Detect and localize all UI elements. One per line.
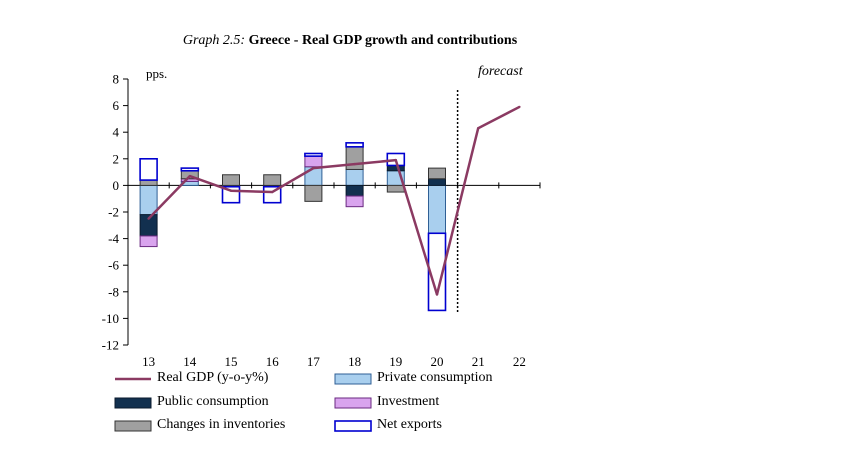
x-tick-label: 22: [513, 354, 526, 369]
bar-investment-18: [345, 195, 364, 208]
bars: [139, 142, 447, 312]
y-tick-label: -8: [108, 284, 119, 299]
bar-changes-in-inventories-18: [345, 146, 364, 170]
chart-title-prefix: Graph 2.5:: [182, 33, 246, 48]
x-tick-label: 13: [142, 354, 155, 369]
y-tick-label: 6: [113, 98, 120, 113]
bar-net-exports-18: [345, 142, 364, 148]
bar-net-exports-14: [180, 167, 200, 172]
x-tick-label: 16: [266, 354, 280, 369]
y-tick-label: -10: [102, 311, 119, 326]
forecast-annotation: forecast: [478, 64, 523, 79]
bar-public-consumption-18: [345, 184, 364, 197]
bar-private-consumption-17: [304, 166, 323, 186]
y-tick-label: 2: [113, 151, 120, 166]
bar-changes-in-inventories-20: [428, 167, 446, 180]
bar-private-consumption-13: [139, 184, 158, 216]
bar-net-exports-17: [304, 152, 323, 157]
y-tick-label: 4: [113, 125, 120, 140]
bar-private-consumption-18: [345, 168, 364, 186]
gdp-line: [147, 105, 520, 296]
legend-swatches: [114, 373, 372, 432]
bar-changes-in-inventories-16: [263, 174, 282, 186]
gdp-point-15: [229, 189, 233, 192]
chart-title-main: Greece - Real GDP growth and contributio…: [248, 33, 518, 48]
gdp-point-16: [271, 190, 274, 194]
x-tick-label: 18: [348, 354, 361, 369]
x-tick-label: 21: [472, 354, 485, 369]
gdp-point-20: [435, 293, 439, 296]
y-tick-label: -2: [108, 205, 119, 220]
gdp-point-22: [518, 105, 521, 109]
x-tick-label: 14: [183, 354, 197, 369]
legend-swatch-private-consumption: [334, 373, 372, 385]
gdp-point-18: [353, 162, 356, 166]
chart-title: Graph 2.5: Greece - Real GDP growth and …: [0, 33, 700, 49]
legend-swatch-investment: [334, 397, 372, 409]
bar-net-exports-13: [139, 158, 158, 181]
y-tick-label: 0: [113, 178, 120, 193]
bar-changes-in-inventories-19: [386, 184, 405, 193]
bar-investment-13: [139, 235, 158, 248]
legend-swatch-public-consumption: [114, 397, 152, 409]
gdp-line-group: [147, 105, 521, 296]
y-tick-label: -12: [102, 338, 119, 353]
gdp-point-13: [147, 217, 150, 220]
bar-changes-in-inventories-15: [222, 174, 240, 186]
legend-swatch-changes-in-inventories: [114, 420, 152, 432]
gdp-point-14: [188, 174, 191, 178]
y-tick-label: -4: [108, 231, 119, 246]
x-tick-label: 15: [225, 354, 238, 369]
gdp-point-19: [394, 158, 397, 162]
bar-public-consumption-20: [428, 178, 446, 186]
bar-investment-17: [304, 155, 323, 168]
gdp-point-21: [477, 127, 480, 130]
bar-changes-in-inventories-17: [304, 184, 323, 202]
x-tick-label: 19: [389, 354, 402, 369]
y-tick-label: 8: [113, 72, 120, 87]
bar-private-consumption-20: [428, 184, 446, 234]
gdp-point-17: [312, 166, 315, 170]
legend-swatch-net-exports: [334, 420, 372, 432]
y-tick-label: -6: [108, 258, 119, 273]
x-tick-label: 17: [307, 354, 321, 369]
bar-net-exports-20: [427, 232, 447, 312]
x-tick-label: 20: [431, 354, 444, 369]
y-axis-unit-label: pps.: [146, 66, 168, 81]
